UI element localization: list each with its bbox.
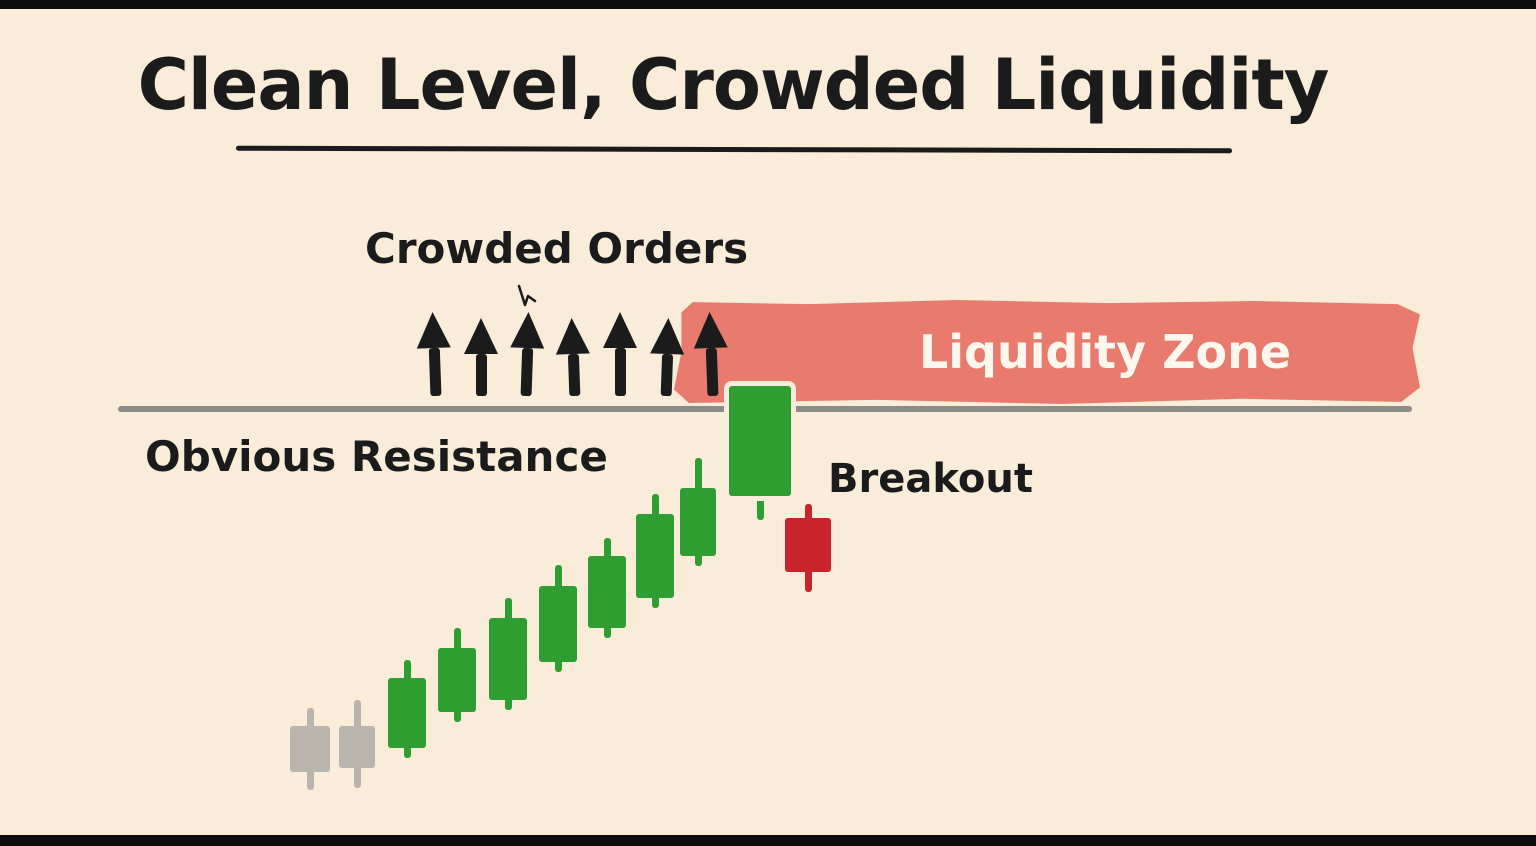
breakout-label: Breakout [828, 456, 1033, 502]
arrow-stem [614, 348, 626, 396]
candle-body-green [729, 386, 791, 496]
candle-body-green [388, 678, 426, 748]
page-title: Clean Level, Crowded Liquidity [137, 44, 1330, 126]
candle-body-green [539, 586, 577, 662]
arrow-head [464, 318, 498, 354]
up-arrow-icon [603, 312, 637, 396]
candle-body-gray [339, 726, 375, 768]
bottom-letterbox-bar [0, 835, 1536, 846]
liquidity-zone-label: Liquidity Zone [918, 325, 1292, 379]
arrow-head [603, 312, 637, 348]
liquidity-zone-band: Liquidity Zone [674, 300, 1420, 404]
candle-body-red [785, 518, 831, 572]
top-letterbox-bar [0, 0, 1536, 9]
candle-body-gray [290, 726, 330, 772]
up-arrow-icon [464, 318, 498, 396]
candle-body-green [636, 514, 674, 598]
candle-body-green [588, 556, 626, 628]
obvious-resistance-label: Obvious Resistance [145, 432, 608, 481]
candle-body-green [438, 648, 476, 712]
crowded-orders-label: Crowded Orders [365, 224, 749, 273]
arrow-stem [475, 354, 487, 396]
candle-body-green [680, 488, 716, 556]
cursor-doodle-icon [517, 284, 537, 307]
candle-body-green [489, 618, 527, 700]
